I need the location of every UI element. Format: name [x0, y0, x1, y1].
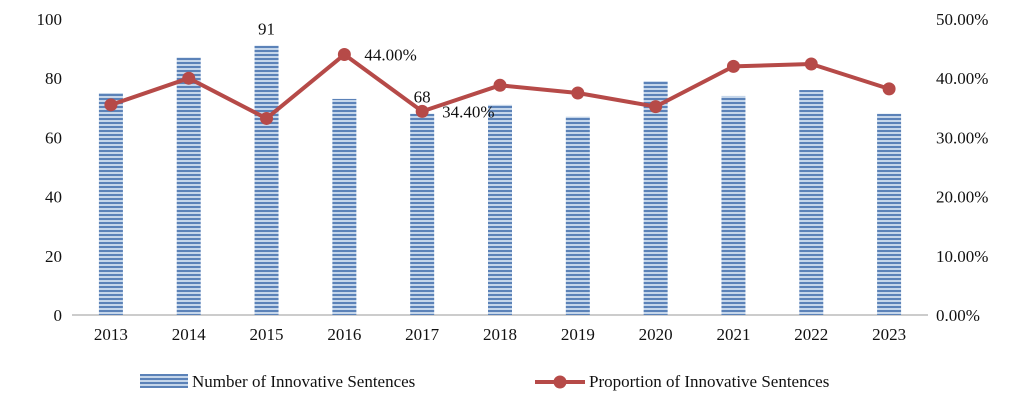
x-tick-label: 2023 — [872, 325, 906, 344]
legend-label: Number of Innovative Sentences — [192, 372, 415, 391]
x-tick-label: 2018 — [483, 325, 517, 344]
bar — [176, 57, 201, 315]
line-point — [104, 98, 118, 112]
line-point — [415, 104, 429, 118]
line-point — [726, 59, 740, 73]
y-left-tick-label: 60 — [45, 128, 62, 147]
bar — [877, 113, 902, 315]
y-right-tick-label: 0.00% — [936, 306, 980, 325]
y-right-tick-label: 10.00% — [936, 247, 988, 266]
line-point — [493, 78, 507, 92]
x-tick-label: 2013 — [94, 325, 128, 344]
x-tick-label: 2022 — [794, 325, 828, 344]
legend-line-marker — [553, 375, 567, 389]
line-point — [182, 71, 196, 85]
data-label: 68 — [414, 88, 431, 107]
bar — [410, 113, 435, 315]
data-label: 91 — [258, 20, 275, 39]
y-right-tick-label: 40.00% — [936, 69, 988, 88]
data-label: 34.40% — [442, 102, 494, 121]
x-tick-label: 2016 — [327, 325, 361, 344]
bar — [332, 98, 357, 315]
bar — [254, 45, 279, 315]
line-point — [804, 57, 818, 71]
line-point — [260, 111, 274, 125]
y-left-tick-label: 20 — [45, 247, 62, 266]
y-right-tick-label: 30.00% — [936, 128, 988, 147]
x-tick-label: 2019 — [561, 325, 595, 344]
bar — [565, 116, 590, 316]
bar — [799, 90, 824, 315]
legend-bar-swatch — [140, 374, 188, 388]
legend-label: Proportion of Innovative Sentences — [589, 372, 829, 391]
bar — [488, 104, 512, 315]
y-left-tick-label: 100 — [37, 10, 63, 29]
bar — [721, 95, 746, 316]
x-tick-label: 2020 — [639, 325, 673, 344]
y-left-tick-label: 80 — [45, 69, 62, 88]
y-left-tick-label: 0 — [54, 306, 63, 325]
line-point — [649, 100, 663, 114]
bar — [98, 93, 123, 315]
x-tick-label: 2015 — [250, 325, 284, 344]
line-point — [337, 48, 351, 62]
y-right-tick-label: 20.00% — [936, 188, 988, 207]
line-point — [882, 82, 896, 96]
x-tick-label: 2021 — [716, 325, 750, 344]
x-tick-label: 2014 — [172, 325, 207, 344]
data-label: 44.00% — [364, 46, 416, 65]
y-right-tick-label: 50.00% — [936, 10, 988, 29]
x-tick-label: 2017 — [405, 325, 440, 344]
bar — [643, 81, 668, 315]
y-left-tick-label: 40 — [45, 188, 62, 207]
line-point — [571, 86, 585, 100]
